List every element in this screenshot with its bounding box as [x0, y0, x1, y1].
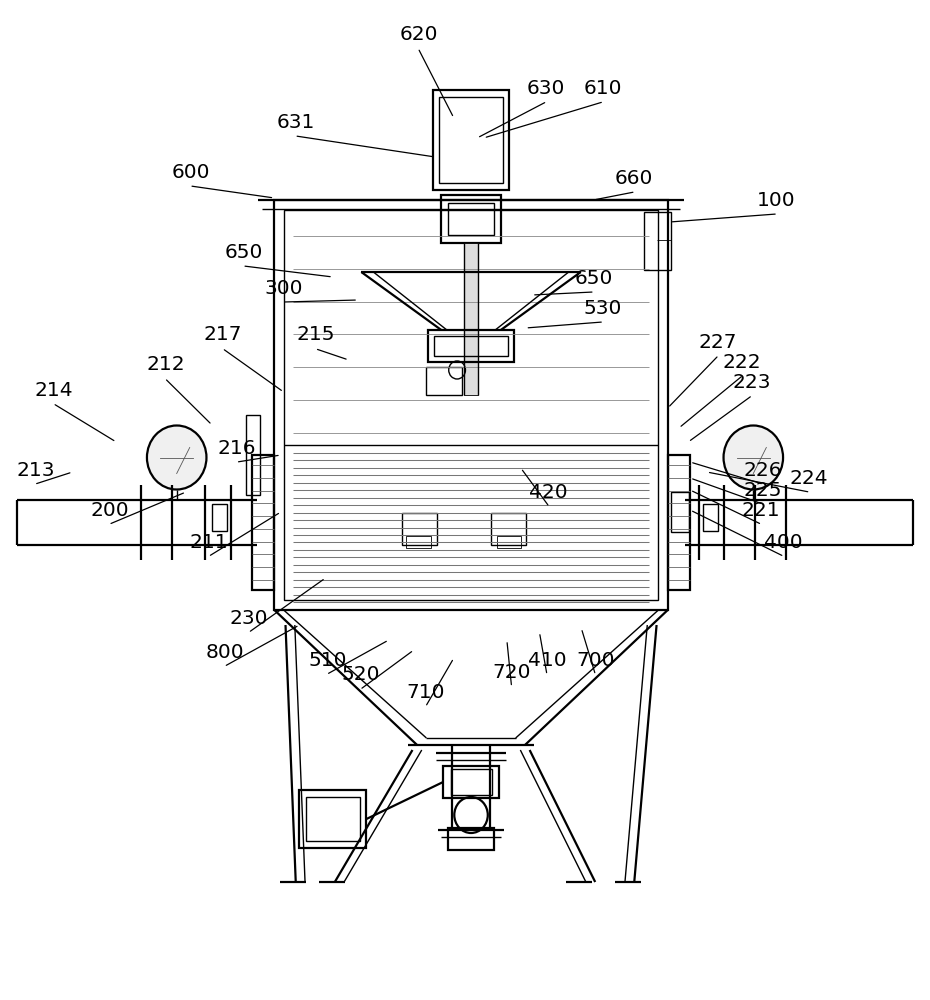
Text: 530: 530 — [583, 298, 622, 318]
Text: 226: 226 — [743, 460, 782, 480]
Text: 300: 300 — [264, 278, 303, 298]
Text: 660: 660 — [615, 168, 654, 188]
Text: 720: 720 — [492, 662, 531, 682]
Text: 400: 400 — [764, 532, 803, 552]
Text: 800: 800 — [206, 643, 245, 662]
Circle shape — [147, 426, 206, 489]
Text: 600: 600 — [171, 162, 210, 182]
Text: 410: 410 — [527, 650, 566, 670]
Text: 520: 520 — [341, 666, 380, 684]
Text: 221: 221 — [741, 500, 780, 520]
Text: 620: 620 — [399, 25, 438, 44]
Text: 222: 222 — [723, 353, 762, 371]
Text: 100: 100 — [757, 190, 796, 210]
Text: 224: 224 — [790, 468, 829, 488]
Text: 650: 650 — [224, 242, 263, 261]
Text: 216: 216 — [218, 438, 257, 458]
Text: 211: 211 — [190, 532, 229, 552]
Text: 631: 631 — [276, 112, 315, 131]
Text: 610: 610 — [583, 79, 622, 98]
Text: 213: 213 — [16, 460, 55, 480]
Text: 200: 200 — [90, 500, 129, 520]
Text: 215: 215 — [297, 326, 336, 344]
Text: 420: 420 — [529, 483, 568, 502]
Circle shape — [724, 426, 783, 489]
Text: 230: 230 — [230, 608, 269, 628]
Text: 212: 212 — [146, 356, 185, 374]
Text: 227: 227 — [698, 332, 737, 352]
Text: 710: 710 — [406, 682, 445, 702]
Text: 217: 217 — [204, 326, 243, 344]
Text: 650: 650 — [574, 268, 613, 288]
Text: 225: 225 — [743, 481, 782, 499]
Text: 214: 214 — [34, 380, 73, 399]
Text: 223: 223 — [732, 372, 771, 391]
Text: 700: 700 — [576, 650, 615, 670]
Polygon shape — [464, 243, 478, 395]
Text: 630: 630 — [526, 79, 565, 98]
Text: 510: 510 — [308, 650, 347, 670]
